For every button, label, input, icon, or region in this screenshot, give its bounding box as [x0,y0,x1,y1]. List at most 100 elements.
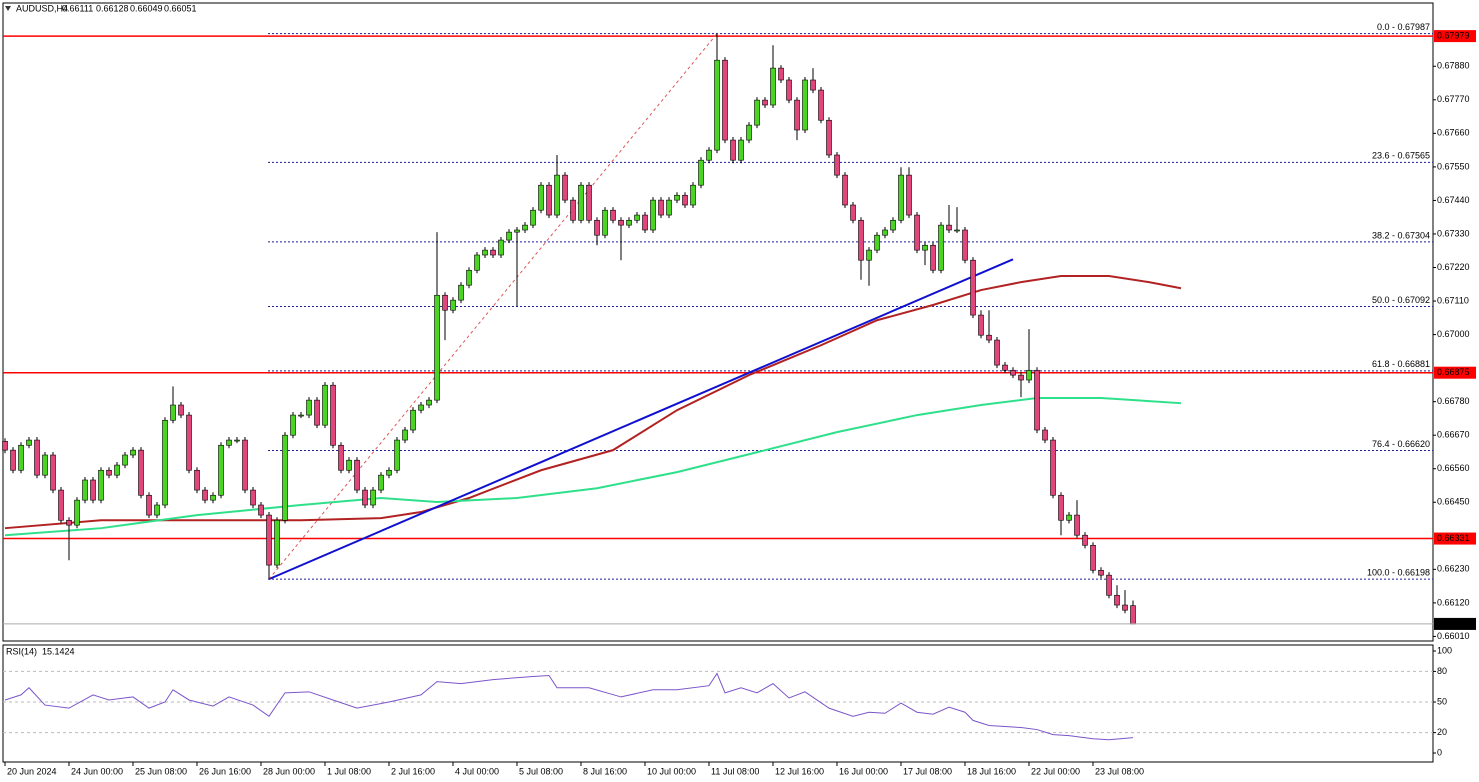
candle-body [954,229,960,232]
header-close: 0.66051 [164,3,197,13]
candle-body [898,174,904,221]
y-tick-label: 0.67770 [1437,94,1470,104]
candle-body [1010,369,1016,376]
candle-body [346,459,352,471]
x-tick-label: 23 Jul 08:00 [1095,766,1144,776]
fib-label: 0.0 - 0.67987 [1377,22,1430,32]
candle-body [162,419,168,506]
rsi-tick-label: 50 [1437,696,1447,706]
candle-body [1034,369,1040,431]
candle-body [498,239,504,256]
candle-body [170,404,176,421]
candle-body [338,444,344,471]
x-tick-label: 17 Jul 08:00 [903,766,952,776]
current-price-label: 0.66051 [1437,618,1470,628]
candle-body [778,67,784,81]
candle-body [266,514,272,566]
candle-body [1018,374,1024,381]
candle-body [178,404,184,416]
x-tick-label: 22 Jul 00:00 [1031,766,1080,776]
candle-body [530,209,536,226]
x-tick-label: 4 Jul 00:00 [455,766,499,776]
candle-body [402,429,408,441]
candle-body [450,299,456,311]
candle-body [362,489,368,506]
rsi-title: RSI(14) [6,646,37,656]
x-tick-label: 8 Jul 16:00 [583,766,627,776]
rsi-tick-label: 20 [1437,727,1447,737]
candle-body [122,454,128,466]
x-tick-label: 20 Jun 2024 [7,766,57,776]
candle-body [194,469,200,491]
candle-body [890,219,896,231]
x-tick-label: 16 Jul 00:00 [839,766,888,776]
candle-body [850,204,856,221]
candle-body [634,214,640,221]
candle-body [578,184,584,221]
y-tick-label: 0.66010 [1437,631,1470,641]
candle-body [50,454,56,491]
candle-body [1002,364,1008,371]
candle-body [834,154,840,176]
candle-body [826,119,832,156]
candle-body [754,99,760,126]
y-tick-label: 0.66120 [1437,597,1470,607]
candle-body [58,489,64,521]
candle-body [1114,594,1120,606]
candle-body [1082,534,1088,546]
main-panel-frame [2,2,1434,642]
fib-label: 100.0 - 0.66198 [1367,567,1430,577]
candle-body [114,464,120,476]
candle-body [186,414,192,471]
candle-body [410,409,416,431]
symbol-icon [5,6,11,11]
trendline [268,258,1014,581]
candle-body [682,194,688,206]
candle-body [482,249,488,256]
candle-body [258,504,264,516]
candle-body [138,449,144,496]
candle-body [970,259,976,316]
candle-body [90,479,96,501]
candle-body [386,469,392,476]
x-tick-label: 24 Jun 00:00 [71,766,123,776]
candle-body [298,414,304,417]
candle-body [594,219,600,236]
x-tick-label: 5 Jul 08:00 [519,766,563,776]
candle-body [434,294,440,401]
candle-body [1098,569,1104,576]
fib-label: 23.6 - 0.67565 [1372,151,1430,161]
candle-body [626,219,632,226]
candle-body [418,404,424,411]
y-tick-label: 0.66450 [1437,497,1470,507]
candle-body [586,184,592,221]
candle-body [730,139,736,161]
candle-body [922,244,928,251]
candle-body [10,449,16,471]
candle-body [978,314,984,336]
candle-body [154,504,160,516]
candle-body [546,184,552,216]
candle-body [914,214,920,251]
moving-average [4,397,1182,537]
candle-body [906,174,912,216]
fib-label: 61.8 - 0.66881 [1372,359,1430,369]
candle-body [962,229,968,261]
candle-body [370,489,376,506]
candle-body [74,499,80,526]
candle-body [218,444,224,496]
rsi-panel-frame [2,644,1434,763]
candle-body [770,67,776,106]
y-tick-label: 0.66780 [1437,396,1470,406]
header-open: 0.66111 [62,3,93,13]
candle-body [746,124,752,141]
candle-body [322,384,328,426]
candle-body [554,174,560,216]
candle-body [474,254,480,271]
candle-body [786,79,792,101]
candle-body [514,229,520,233]
candle-body [650,199,656,231]
candle-body [666,199,672,216]
candle-body [66,519,72,526]
candle-body [690,184,696,206]
